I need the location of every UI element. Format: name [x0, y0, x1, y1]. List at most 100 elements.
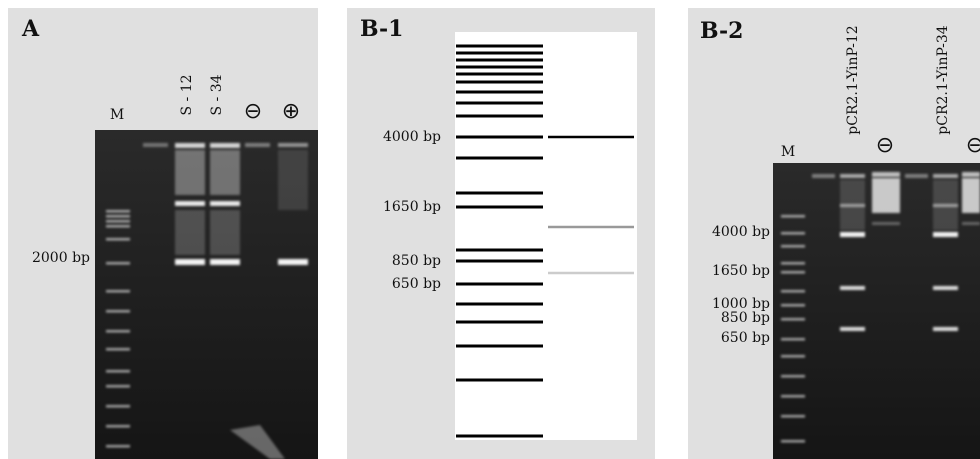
band: [278, 150, 308, 210]
band: [933, 232, 958, 237]
sim-band: [548, 226, 634, 229]
band: [962, 222, 980, 225]
band: [210, 210, 240, 255]
sim-band: [456, 81, 543, 84]
lane-label: ⊖: [244, 99, 262, 124]
band: [781, 375, 805, 378]
band: [962, 172, 980, 177]
lane-label: ⊖: [966, 133, 980, 158]
lane-label: ⊕: [282, 99, 300, 124]
lane-label: S - 34: [209, 74, 225, 115]
band: [840, 286, 865, 290]
sim-band: [456, 115, 543, 118]
band: [933, 286, 958, 290]
band: [933, 327, 958, 331]
band: [872, 222, 900, 225]
lane-label: pCR2.1-YinP-12: [845, 25, 861, 134]
band: [175, 201, 205, 206]
band: [175, 143, 205, 148]
lane-label: S - 12: [179, 74, 195, 115]
band: [781, 245, 805, 248]
band: [175, 150, 205, 195]
sim-band: [456, 45, 543, 48]
band: [278, 143, 308, 147]
band: [106, 262, 130, 265]
lane-label: ⊖: [876, 133, 894, 158]
band: [781, 415, 805, 418]
band: [106, 385, 130, 388]
band: [106, 290, 130, 293]
band: [106, 348, 130, 351]
band: [175, 210, 205, 255]
panel-label: B-1: [360, 16, 403, 42]
band: [781, 440, 805, 443]
size-marker: 4000 bp: [712, 224, 770, 240]
sim-band: [456, 345, 543, 348]
band: [278, 259, 308, 265]
lane-label: M: [781, 144, 795, 160]
lane-label: M: [110, 107, 124, 123]
sim-band: [456, 206, 543, 209]
band: [933, 204, 958, 207]
size-marker: 650 bp: [392, 276, 441, 292]
sim-band: [456, 192, 543, 195]
band: [781, 271, 805, 274]
size-marker: 1650 bp: [712, 263, 770, 279]
sim-band: [456, 73, 543, 76]
sim-band: [456, 303, 543, 306]
band: [781, 290, 805, 293]
band: [812, 174, 835, 178]
band: [106, 405, 130, 408]
sim-band: [548, 272, 634, 275]
band: [106, 220, 130, 223]
band: [933, 174, 958, 178]
sim-band: [456, 435, 543, 438]
band: [106, 225, 130, 228]
band: [781, 232, 805, 235]
band: [210, 201, 240, 206]
band: [840, 232, 865, 237]
sim-band: [456, 59, 543, 62]
band: [781, 338, 805, 341]
band: [840, 174, 865, 178]
band: [840, 327, 865, 331]
lane-label: pCR2.1-YinP-34: [935, 25, 951, 134]
sim-band: [456, 66, 543, 69]
size-marker: 650 bp: [721, 330, 770, 346]
band: [781, 262, 805, 265]
sim-band: [548, 136, 634, 139]
sim-band: [456, 102, 543, 105]
band: [962, 178, 980, 213]
panel-label: B-2: [700, 18, 743, 44]
figure: A M S - 12 S - 34 ⊖ ⊕ 2000 bp B-1 4000 bp 1650 bp…: [0, 0, 980, 459]
band: [210, 150, 240, 195]
band: [245, 143, 270, 147]
band: [840, 204, 865, 207]
band: [106, 310, 130, 313]
band: [781, 355, 805, 358]
band: [143, 143, 168, 147]
sim-band: [456, 91, 543, 94]
band: [106, 330, 130, 333]
band: [210, 143, 240, 148]
band: [106, 238, 130, 241]
band: [905, 174, 928, 178]
band: [106, 210, 130, 213]
sim-band: [456, 321, 543, 324]
band: [106, 445, 130, 448]
size-marker: 4000 bp: [383, 129, 441, 145]
band: [106, 370, 130, 373]
band: [210, 259, 240, 265]
band: [872, 172, 900, 177]
sim-band: [456, 260, 543, 263]
band: [781, 318, 805, 321]
band: [106, 425, 130, 428]
band: [872, 178, 900, 213]
sim-band: [456, 283, 543, 286]
size-marker: 2000 bp: [32, 250, 90, 266]
band: [781, 304, 805, 307]
panel-label: A: [21, 16, 40, 42]
sim-band: [456, 157, 543, 160]
sim-band: [456, 249, 543, 252]
sim-band: [456, 379, 543, 382]
